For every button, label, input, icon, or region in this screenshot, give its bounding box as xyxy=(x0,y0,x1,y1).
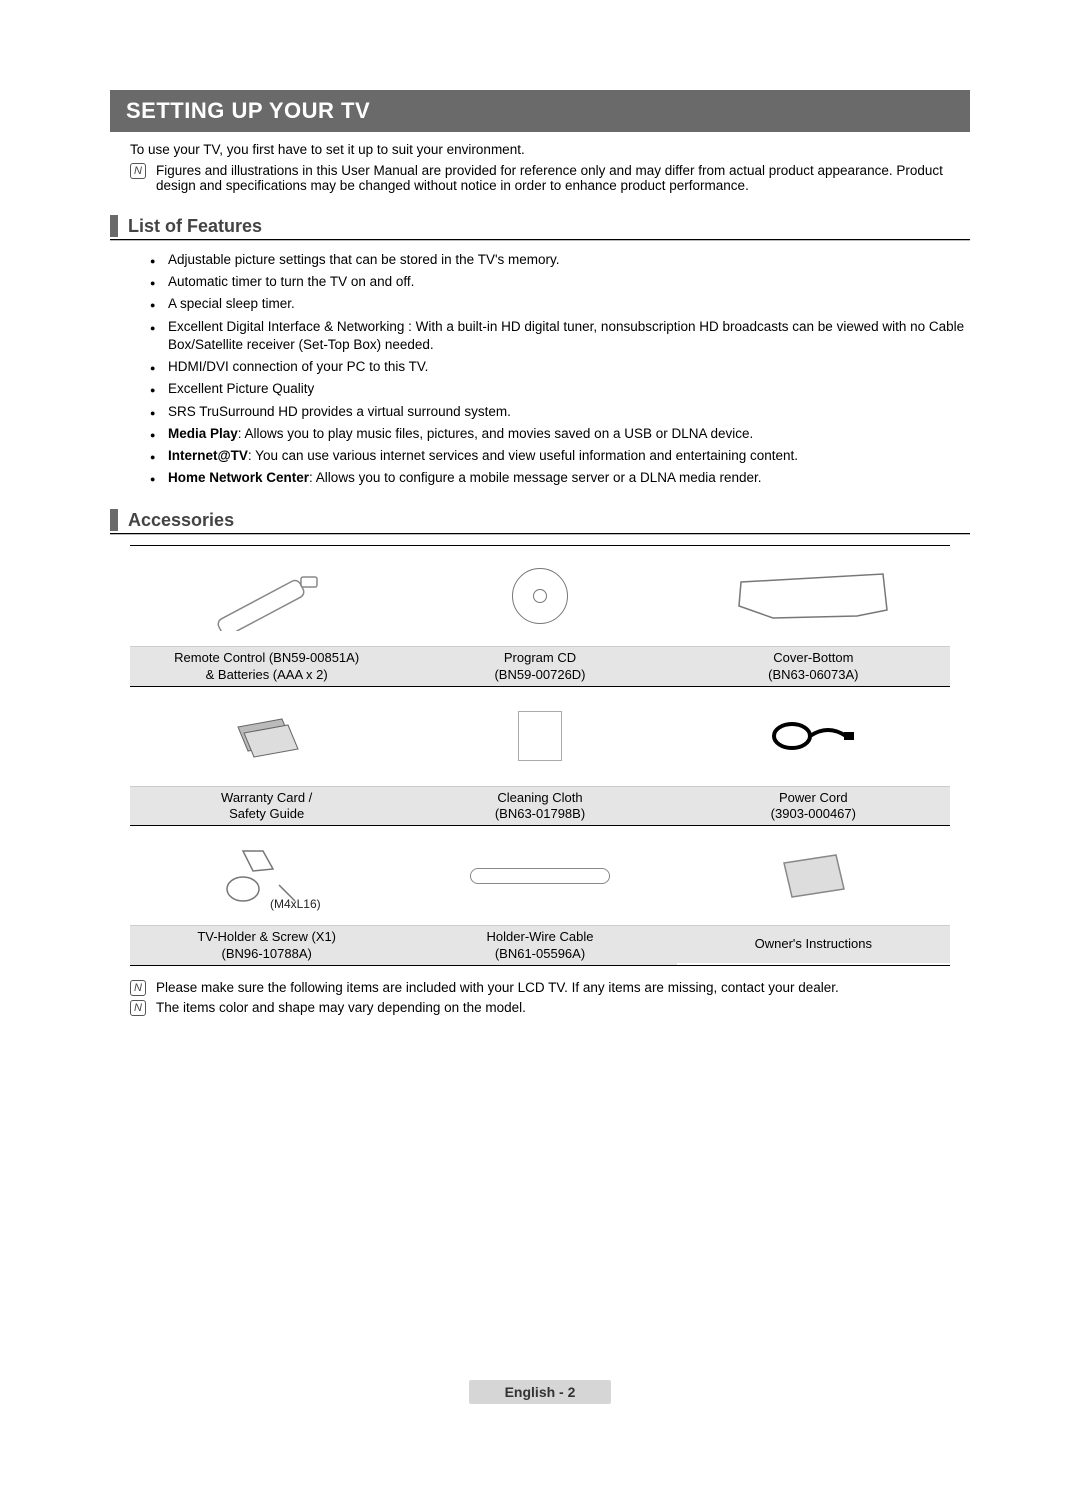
acc-label-line2: (3903-000467) xyxy=(771,806,856,821)
acc-label: Program CD (BN59-00726D) xyxy=(403,646,676,686)
remote-illustration xyxy=(130,546,403,646)
page-number: English - 2 xyxy=(469,1380,612,1404)
list-item: Home Network Center: Allows you to confi… xyxy=(150,469,970,487)
acc-label-line2: (BN61-05596A) xyxy=(495,946,585,961)
acc-label-line2: (BN63-01798B) xyxy=(495,806,585,821)
note-icon: N xyxy=(130,163,146,179)
section-accessories-head: Accessories xyxy=(110,509,970,531)
section-features-title: List of Features xyxy=(128,216,262,237)
acc-label-line2: Safety Guide xyxy=(229,806,304,821)
footnote-text: Please make sure the following items are… xyxy=(156,980,839,995)
acc-cell-tvholder: (M4xL16) TV-Holder & Screw (X1) (BN96-10… xyxy=(130,825,403,965)
cord-illustration xyxy=(677,686,950,786)
acc-cell-cloth: Cleaning Cloth (BN63-01798B) xyxy=(403,686,676,826)
acc-label-line1: Holder-Wire Cable xyxy=(487,929,594,944)
wireholder-illustration xyxy=(403,825,676,925)
feature-text: Automatic timer to turn the TV on and of… xyxy=(168,274,414,289)
acc-label: Power Cord (3903-000467) xyxy=(677,786,950,826)
section-features-head: List of Features xyxy=(110,215,970,237)
acc-label-line1: Program CD xyxy=(504,650,576,665)
cloth-illustration xyxy=(403,686,676,786)
feature-text: : You can use various internet services … xyxy=(248,448,798,463)
list-item: HDMI/DVI connection of your PC to this T… xyxy=(150,358,970,376)
acc-label-line2: (BN96-10788A) xyxy=(222,946,312,961)
feature-text: SRS TruSurround HD provides a virtual su… xyxy=(168,404,511,419)
acc-label: Cleaning Cloth (BN63-01798B) xyxy=(403,786,676,826)
footnotes: N Please make sure the following items a… xyxy=(110,980,970,1016)
screw-spec: (M4xL16) xyxy=(270,897,321,911)
section-rule xyxy=(110,239,970,241)
table-row: Remote Control (BN59-00851A) & Batteries… xyxy=(130,546,950,686)
feature-text: Adjustable picture settings that can be … xyxy=(168,252,560,267)
acc-cell-warranty: Warranty Card / Safety Guide xyxy=(130,686,403,826)
list-item: Internet@TV: You can use various interne… xyxy=(150,447,970,465)
tvholder-illustration: (M4xL16) xyxy=(130,825,403,925)
feature-text: A special sleep timer. xyxy=(168,296,295,311)
cover-illustration xyxy=(677,546,950,646)
section-marker xyxy=(110,215,118,237)
page-footer: English - 2 xyxy=(0,1380,1080,1404)
note-icon: N xyxy=(130,980,146,996)
list-item: A special sleep timer. xyxy=(150,295,970,313)
list-item: Excellent Picture Quality xyxy=(150,380,970,398)
feature-bold: Internet@TV xyxy=(168,448,248,463)
acc-label-line1: Cover-Bottom xyxy=(773,650,853,665)
section-accessories-title: Accessories xyxy=(128,510,234,531)
footnote-row: N Please make sure the following items a… xyxy=(130,980,950,996)
acc-label: TV-Holder & Screw (X1) (BN96-10788A) xyxy=(130,925,403,965)
table-bottom-rule xyxy=(130,965,950,966)
acc-cell-instructions: Owner's Instructions xyxy=(677,825,950,965)
table-row: Warranty Card / Safety Guide Cleaning Cl… xyxy=(130,686,950,826)
acc-label: Cover-Bottom (BN63-06073A) xyxy=(677,646,950,686)
acc-label-line1: Owner's Instructions xyxy=(755,936,872,951)
acc-label: Remote Control (BN59-00851A) & Batteries… xyxy=(130,646,403,686)
feature-text: : Allows you to play music files, pictur… xyxy=(238,426,754,441)
list-item: Excellent Digital Interface & Networking… xyxy=(150,318,970,354)
cd-illustration xyxy=(403,546,676,646)
feature-bold: Home Network Center xyxy=(168,470,309,485)
acc-label-line1: Warranty Card / xyxy=(221,790,312,805)
acc-label-line1: Remote Control (BN59-00851A) xyxy=(174,650,359,665)
footnote-row: N The items color and shape may vary dep… xyxy=(130,1000,950,1016)
list-item: Automatic timer to turn the TV on and of… xyxy=(150,273,970,291)
table-row: (M4xL16) TV-Holder & Screw (X1) (BN96-10… xyxy=(130,825,950,965)
features-list: Adjustable picture settings that can be … xyxy=(150,251,970,487)
page-header: SETTING UP YOUR TV xyxy=(110,90,970,132)
list-item: SRS TruSurround HD provides a virtual su… xyxy=(150,403,970,421)
acc-label: Warranty Card / Safety Guide xyxy=(130,786,403,826)
warranty-illustration xyxy=(130,686,403,786)
note-top-text: Figures and illustrations in this User M… xyxy=(156,163,950,193)
acc-label-line2: (BN59-00726D) xyxy=(494,667,585,682)
feature-text: Excellent Digital Interface & Networking… xyxy=(168,319,964,352)
acc-label-line1: Cleaning Cloth xyxy=(497,790,582,805)
section-marker xyxy=(110,509,118,531)
list-item: Media Play: Allows you to play music fil… xyxy=(150,425,970,443)
intro-text: To use your TV, you first have to set it… xyxy=(130,142,950,157)
acc-cell-cd: Program CD (BN59-00726D) xyxy=(403,546,676,686)
acc-cell-cover: Cover-Bottom (BN63-06073A) xyxy=(677,546,950,686)
section-rule xyxy=(110,533,970,535)
feature-bold: Media Play xyxy=(168,426,238,441)
list-item: Adjustable picture settings that can be … xyxy=(150,251,970,269)
instructions-illustration xyxy=(677,825,950,925)
note-top: N Figures and illustrations in this User… xyxy=(130,163,950,193)
acc-cell-wireholder: Holder-Wire Cable (BN61-05596A) xyxy=(403,825,676,965)
note-icon: N xyxy=(130,1000,146,1016)
feature-text: Excellent Picture Quality xyxy=(168,381,314,396)
acc-cell-remote: Remote Control (BN59-00851A) & Batteries… xyxy=(130,546,403,686)
acc-label-line2: & Batteries (AAA x 2) xyxy=(206,667,328,682)
acc-label-line1: TV-Holder & Screw (X1) xyxy=(197,929,336,944)
footnote-text: The items color and shape may vary depen… xyxy=(156,1000,526,1015)
acc-label-line2: (BN63-06073A) xyxy=(768,667,858,682)
accessories-table: Remote Control (BN59-00851A) & Batteries… xyxy=(130,545,950,966)
acc-label-line1: Power Cord xyxy=(779,790,848,805)
acc-label: Owner's Instructions xyxy=(677,925,950,962)
acc-label: Holder-Wire Cable (BN61-05596A) xyxy=(403,925,676,965)
acc-cell-cord: Power Cord (3903-000467) xyxy=(677,686,950,826)
feature-text: HDMI/DVI connection of your PC to this T… xyxy=(168,359,428,374)
feature-text: : Allows you to configure a mobile messa… xyxy=(309,470,761,485)
